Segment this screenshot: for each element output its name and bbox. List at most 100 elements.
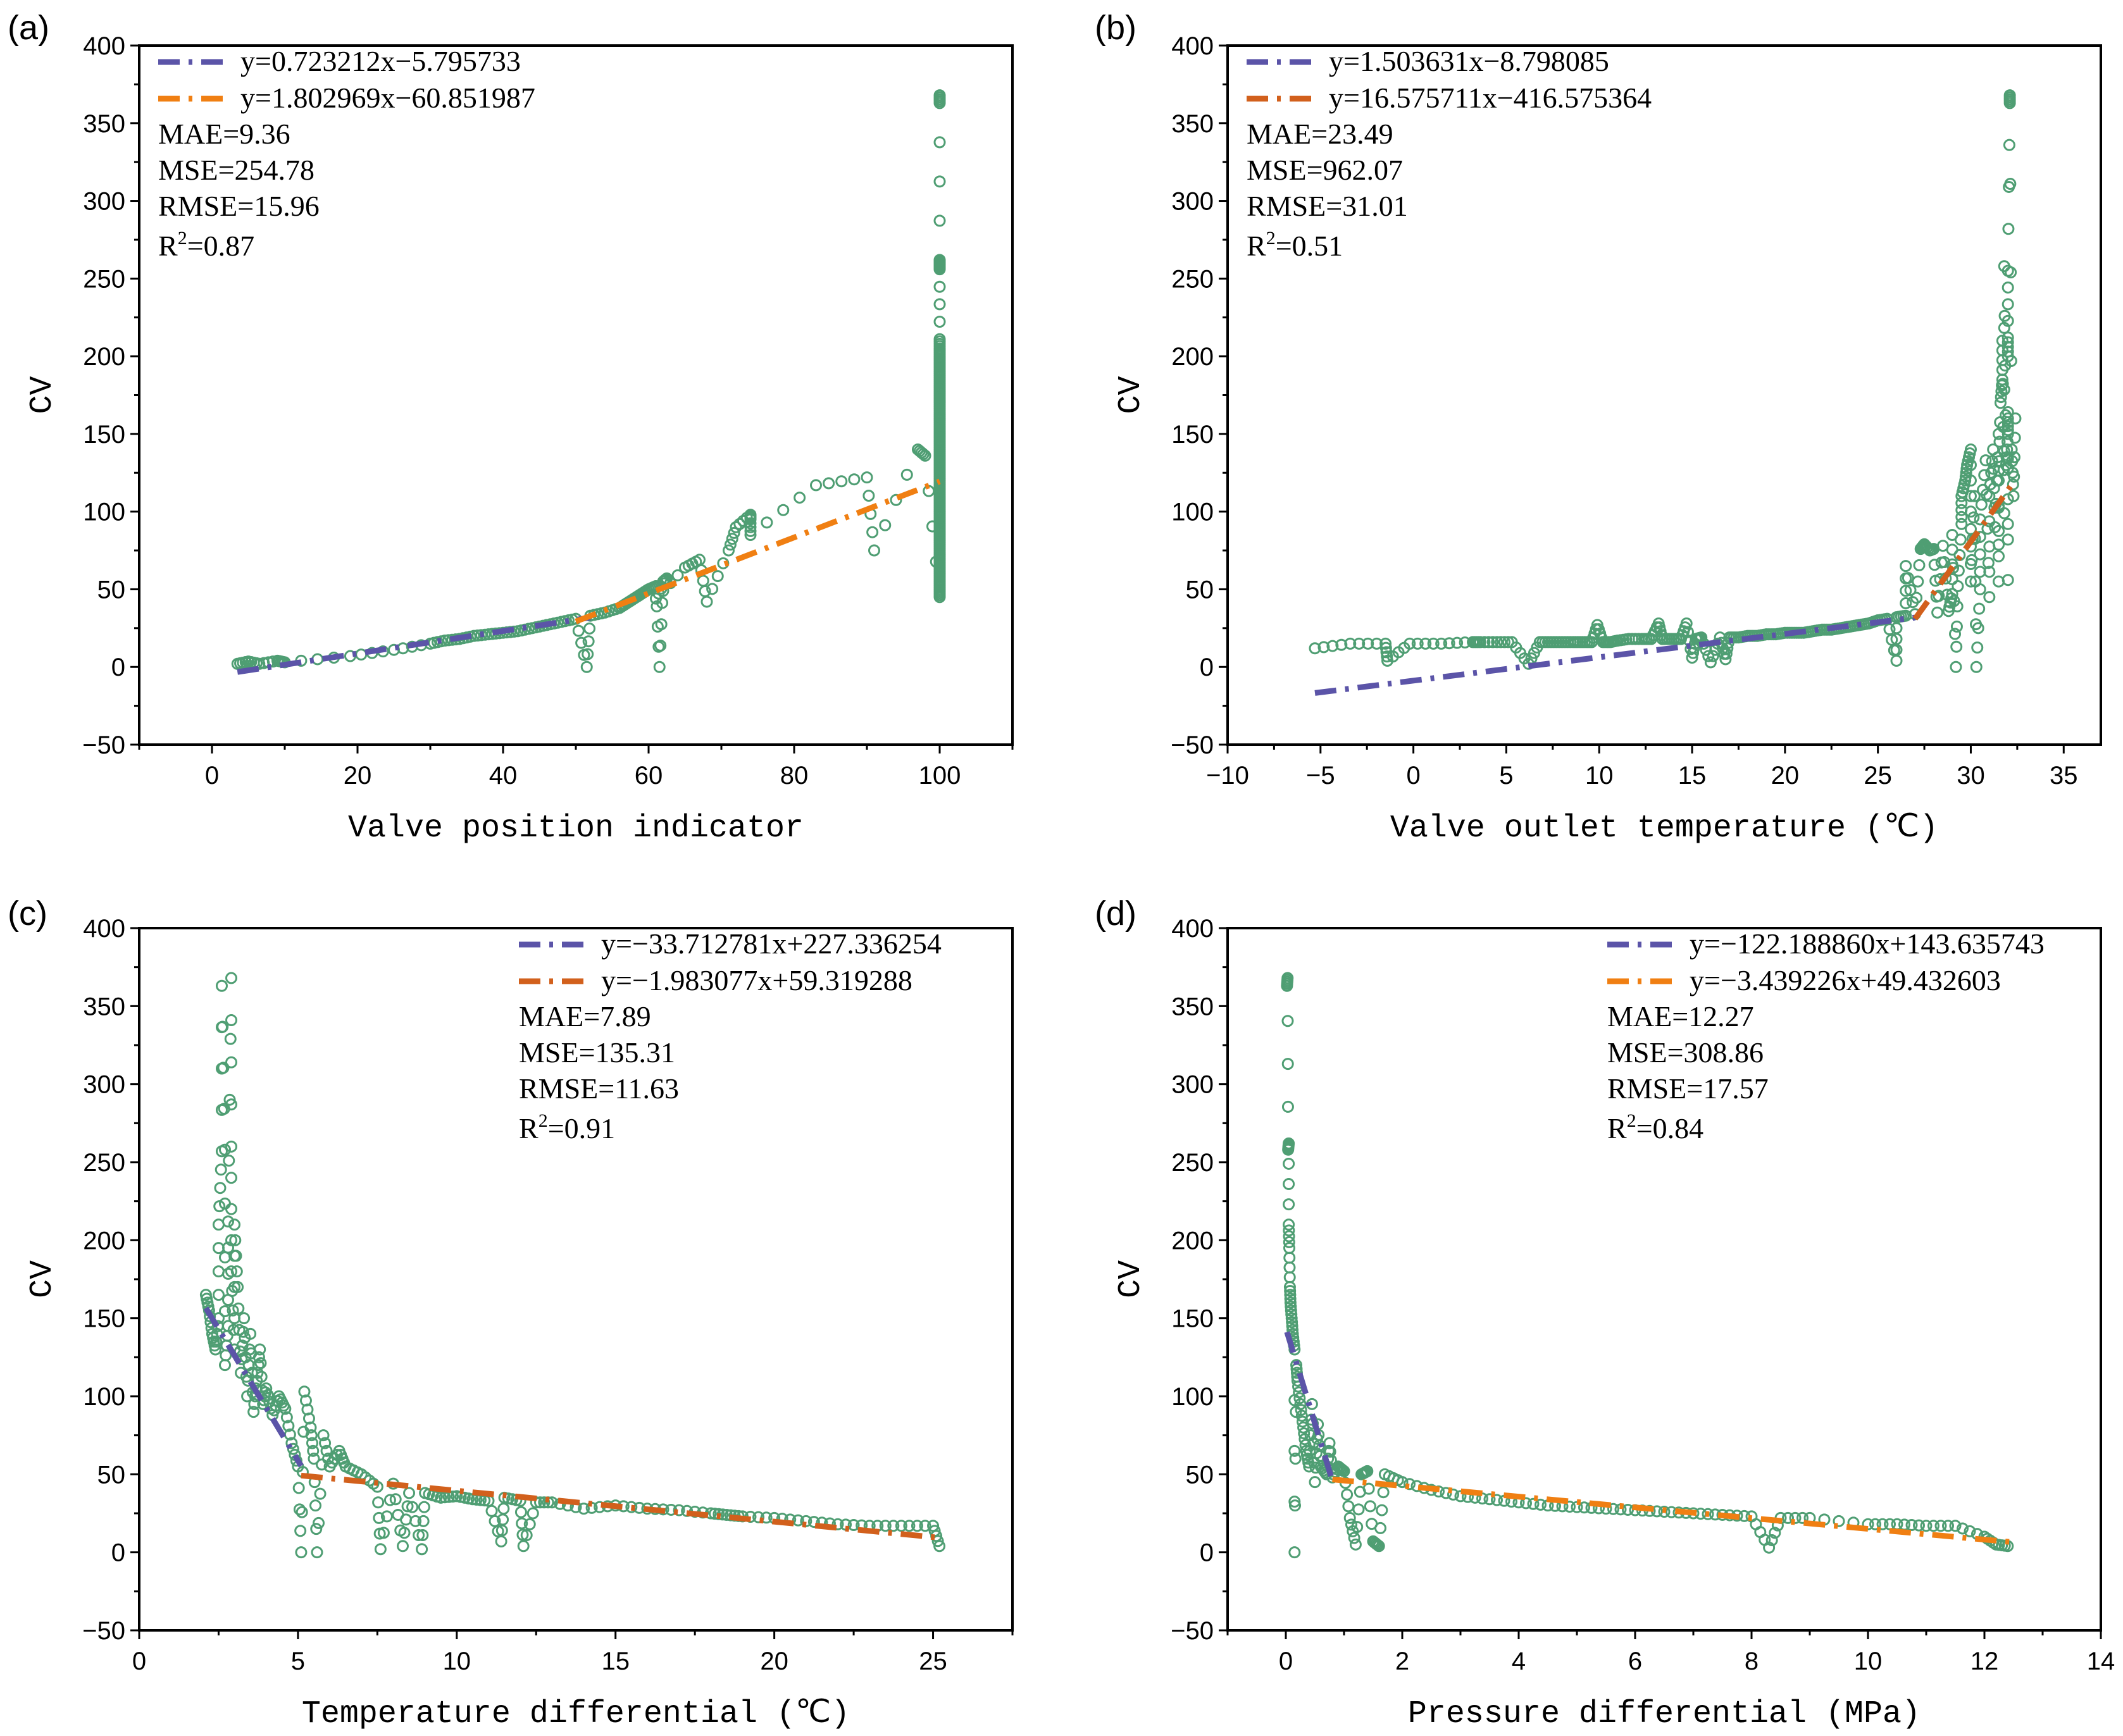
fit-line-2 [301, 1472, 940, 1541]
scatter-point [1290, 1406, 1302, 1418]
y-tick-label: −50 [1171, 1617, 1214, 1645]
y-tick-label: 50 [1186, 1461, 1214, 1489]
scatter-point [1994, 397, 2007, 409]
y-tick-label: 200 [1171, 1227, 1214, 1255]
x-tick-label: 15 [1678, 762, 1707, 790]
scatter-point [1952, 580, 1964, 593]
scatter-point [1988, 482, 2000, 495]
x-tick-label: 20 [344, 762, 372, 790]
x-tick-label: 0 [1406, 762, 1420, 790]
y-tick-label: 250 [83, 265, 125, 293]
x-tick-label: 10 [1585, 762, 1614, 790]
scatter-point [2008, 451, 2020, 464]
scatter-point [305, 1429, 318, 1442]
scatter-point [2005, 266, 2017, 279]
scatter-point [1281, 1058, 1294, 1070]
scatter-point [1285, 1312, 1298, 1325]
scatter-point [293, 1503, 306, 1516]
scatter-point [1344, 637, 1357, 650]
scatter-point [1964, 1525, 1976, 1537]
scatter-point [1913, 1519, 1925, 1532]
stat-rmse: RMSE=11.63 [519, 1072, 679, 1105]
scatter-point [2004, 178, 2017, 190]
scatter-point [575, 636, 588, 649]
panel-label: (b) [1095, 9, 1136, 47]
scatter-point [711, 570, 724, 583]
scatter-point [1281, 1015, 1294, 1027]
scatter-point [1374, 1522, 1386, 1534]
scatter-point [229, 1234, 242, 1246]
x-axis-label: Valve outlet temperature (℃) [1390, 810, 1938, 846]
x-tick-label: 2 [1395, 1647, 1409, 1675]
scatter-point [401, 1500, 414, 1513]
y-tick-label: 350 [1171, 110, 1214, 138]
scatter-point [1286, 1316, 1298, 1329]
y-tick-label: −50 [82, 1617, 125, 1645]
panel-label: (c) [8, 895, 47, 933]
scatter-point [403, 1487, 416, 1499]
scatter-point [1411, 637, 1424, 650]
scatter-point [933, 569, 946, 582]
scatter-point [1381, 650, 1393, 663]
scatter-point [1996, 378, 2009, 390]
scatter-point [1286, 1324, 1299, 1336]
scatter-point [1284, 1293, 1297, 1305]
scatter-point [1478, 636, 1491, 648]
panel-label: (d) [1095, 895, 1136, 933]
scatter-point [225, 972, 238, 984]
scatter-point [1427, 637, 1440, 650]
scatter-point [933, 422, 946, 435]
scatter-point [700, 595, 713, 608]
scatter-point [1765, 1534, 1778, 1547]
scatter-point [2003, 91, 2016, 104]
scatter-point [1926, 543, 1939, 555]
scatter-point [1972, 622, 1984, 635]
plot-frame [138, 44, 1014, 746]
legend-entry-2: y=−3.439226x+49.432603 [1690, 964, 2001, 996]
scatter-point [225, 1234, 238, 1246]
y-tick-label: 400 [1171, 32, 1214, 60]
x-tick-label: 12 [1970, 1647, 1999, 1675]
x-tick-label: 5 [1499, 762, 1513, 790]
scatter-point [1995, 391, 2007, 404]
scatter-point [1629, 633, 1641, 645]
scatter-point [1447, 1488, 1459, 1501]
scatter-point [848, 473, 861, 486]
scatter-point [247, 1406, 260, 1418]
scatter-point [280, 1411, 293, 1423]
y-axis-label: CV [25, 376, 61, 414]
scatter-point [933, 91, 946, 104]
y-tick-label: 100 [83, 1383, 125, 1411]
scatter-point [1491, 636, 1504, 648]
y-tick-label: 100 [1171, 499, 1214, 526]
scatter-point [933, 515, 946, 528]
y-tick-label: 150 [1171, 1305, 1214, 1333]
fit-line-1 [1284, 1331, 1335, 1482]
scatter-point [223, 1155, 235, 1167]
scatter-point [1349, 1538, 1362, 1551]
x-tick-label: 30 [1957, 762, 1985, 790]
scatter-point [1578, 1501, 1590, 1514]
scatter-point [933, 577, 946, 590]
scatter-point [1971, 642, 1984, 654]
x-tick-label: 6 [1628, 1647, 1642, 1675]
scatter-point [1721, 642, 1734, 655]
stat-mse: MSE=135.31 [519, 1036, 675, 1069]
scatter-point [1324, 1446, 1336, 1458]
scatter-point [1950, 660, 1962, 673]
scatter-point [1998, 383, 2010, 396]
x-tick-label: 25 [1864, 762, 1892, 790]
plot-frame [138, 927, 1014, 1632]
scatter-point [374, 1543, 387, 1556]
scatter-point [1950, 620, 1963, 633]
scatter-point [933, 375, 946, 388]
scatter-point [373, 1511, 385, 1524]
scatter-point [931, 1535, 944, 1547]
scatter-point [1955, 497, 1968, 509]
scatter-point [933, 280, 946, 293]
scatter-point [761, 516, 773, 529]
scatter-point [1890, 622, 1903, 635]
scatter-point [1379, 637, 1392, 650]
stat-mse: MSE=254.78 [158, 154, 314, 186]
scatter-point [311, 1546, 323, 1559]
